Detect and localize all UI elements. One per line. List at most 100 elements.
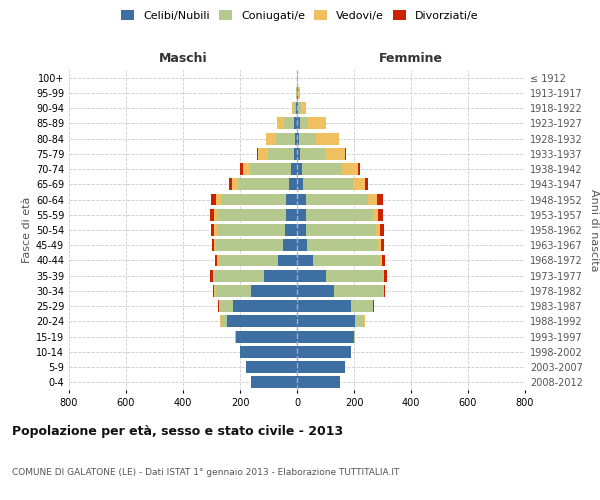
- Text: Femmine: Femmine: [379, 52, 443, 64]
- Bar: [355, 316, 364, 328]
- Bar: [325, 148, 344, 160]
- Bar: [305, 194, 368, 205]
- Bar: [232, 178, 238, 190]
- Bar: [298, 102, 301, 114]
- Bar: [378, 240, 381, 251]
- Text: COMUNE DI GALATONE (LE) - Dati ISTAT 1° gennaio 2013 - Elaborazione TUTTITALIA.I: COMUNE DI GALATONE (LE) - Dati ISTAT 1° …: [12, 468, 400, 477]
- Bar: [264, 270, 297, 281]
- Bar: [378, 209, 383, 220]
- Bar: [268, 148, 293, 160]
- Bar: [293, 102, 296, 114]
- Bar: [297, 118, 300, 130]
- Bar: [297, 224, 306, 236]
- Bar: [300, 118, 308, 130]
- Bar: [214, 240, 216, 251]
- Text: Maschi: Maschi: [158, 52, 208, 64]
- Bar: [305, 209, 373, 220]
- Bar: [285, 224, 297, 236]
- Bar: [306, 224, 376, 236]
- Bar: [278, 254, 297, 266]
- Bar: [298, 87, 299, 99]
- Bar: [289, 178, 297, 190]
- Bar: [297, 132, 299, 144]
- Bar: [213, 270, 214, 281]
- Bar: [354, 330, 355, 342]
- Bar: [214, 209, 217, 220]
- Bar: [373, 209, 378, 220]
- Bar: [297, 330, 354, 342]
- Bar: [276, 132, 295, 144]
- Bar: [217, 209, 286, 220]
- Bar: [220, 300, 233, 312]
- Bar: [313, 254, 380, 266]
- Bar: [216, 240, 283, 251]
- Bar: [218, 254, 278, 266]
- Bar: [233, 300, 297, 312]
- Bar: [296, 102, 297, 114]
- Bar: [384, 270, 387, 281]
- Bar: [210, 209, 214, 220]
- Bar: [344, 148, 346, 160]
- Bar: [251, 376, 297, 388]
- Bar: [308, 118, 325, 130]
- Bar: [221, 194, 286, 205]
- Bar: [377, 194, 383, 205]
- Bar: [238, 178, 289, 190]
- Bar: [284, 118, 294, 130]
- Bar: [297, 346, 351, 358]
- Bar: [277, 118, 284, 130]
- Bar: [301, 148, 325, 160]
- Bar: [297, 285, 334, 297]
- Bar: [220, 316, 221, 328]
- Bar: [383, 270, 384, 281]
- Bar: [316, 132, 339, 144]
- Bar: [376, 224, 380, 236]
- Bar: [384, 285, 385, 297]
- Bar: [257, 148, 258, 160]
- Bar: [368, 194, 377, 205]
- Y-axis label: Anni di nascita: Anni di nascita: [589, 188, 599, 271]
- Bar: [292, 102, 293, 114]
- Bar: [243, 163, 250, 175]
- Bar: [214, 224, 217, 236]
- Bar: [221, 316, 227, 328]
- Bar: [373, 300, 374, 312]
- Bar: [292, 163, 297, 175]
- Bar: [218, 300, 220, 312]
- Bar: [382, 254, 385, 266]
- Bar: [210, 270, 213, 281]
- Bar: [295, 132, 297, 144]
- Bar: [286, 209, 297, 220]
- Bar: [211, 194, 217, 205]
- Bar: [250, 163, 292, 175]
- Bar: [301, 102, 307, 114]
- Bar: [342, 163, 358, 175]
- Bar: [212, 240, 214, 251]
- Bar: [286, 194, 297, 205]
- Bar: [217, 254, 218, 266]
- Bar: [258, 148, 268, 160]
- Bar: [325, 270, 383, 281]
- Bar: [383, 285, 384, 297]
- Bar: [334, 285, 383, 297]
- Bar: [297, 194, 305, 205]
- Bar: [214, 270, 264, 281]
- Bar: [216, 285, 251, 297]
- Bar: [297, 361, 346, 373]
- Bar: [351, 300, 373, 312]
- Bar: [215, 254, 217, 266]
- Bar: [358, 163, 360, 175]
- Bar: [297, 300, 351, 312]
- Bar: [251, 285, 297, 297]
- Bar: [297, 270, 325, 281]
- Bar: [297, 254, 313, 266]
- Bar: [240, 346, 297, 358]
- Bar: [380, 254, 382, 266]
- Bar: [229, 178, 232, 190]
- Bar: [297, 316, 355, 328]
- Bar: [307, 240, 378, 251]
- Bar: [302, 163, 342, 175]
- Bar: [297, 148, 301, 160]
- Bar: [266, 132, 276, 144]
- Y-axis label: Fasce di età: Fasce di età: [22, 197, 32, 263]
